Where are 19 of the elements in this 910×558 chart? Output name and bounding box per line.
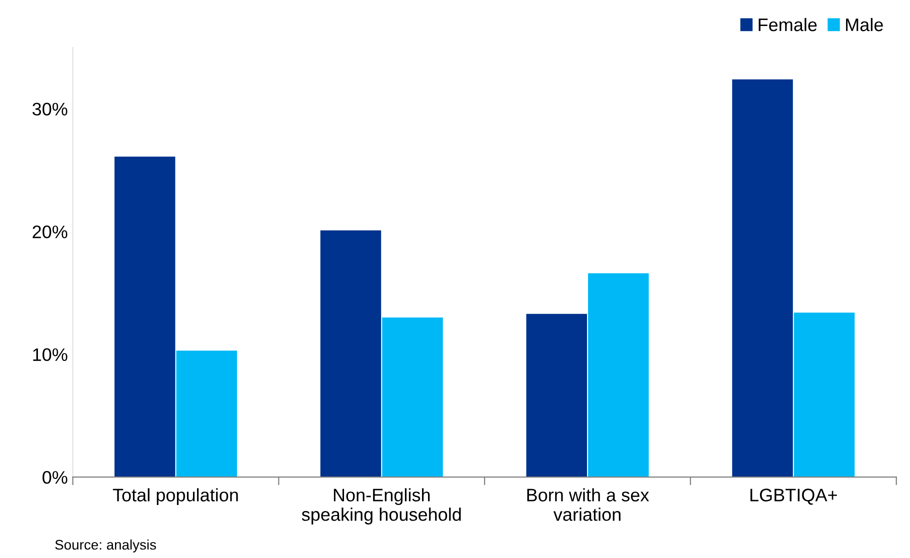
y-tick-label: 10%: [33, 348, 68, 362]
bar: [526, 314, 588, 478]
x-tick-label: LGBTIQA+: [750, 488, 837, 505]
legend-label: Male: [846, 18, 883, 32]
bar: [588, 273, 649, 478]
bar: [382, 318, 443, 478]
source-note: Source: analysis: [55, 539, 156, 552]
y-tick-label: 30%: [32, 102, 68, 116]
legend-label: Female: [758, 18, 817, 32]
bar: [114, 156, 176, 478]
x-tick-label: Non-English speaking household: [302, 488, 461, 524]
y-tick-label: 0%: [42, 471, 68, 484]
bar: [320, 230, 382, 478]
x-tick-label: Total population: [112, 488, 238, 506]
bar: [794, 312, 855, 478]
x-tick-label: Born with a sex variation: [527, 488, 650, 521]
y-tick-label: 20%: [32, 226, 68, 238]
bar: [732, 79, 793, 478]
bar: [176, 350, 237, 478]
